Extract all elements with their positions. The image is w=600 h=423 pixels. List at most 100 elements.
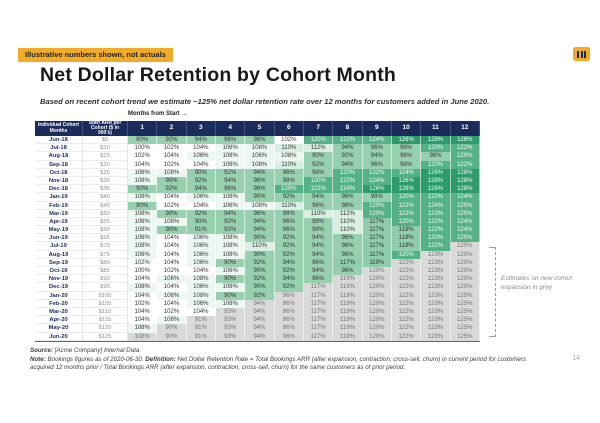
retention-cell: 117% [303, 324, 334, 333]
retention-cell: 125% [450, 242, 480, 251]
retention-cell: 106% [157, 291, 187, 300]
start-arr-value: $105 [83, 299, 128, 308]
retention-cell: 98% [303, 217, 334, 227]
retention-cell: 90% [157, 226, 187, 235]
cohort-label: Mar-19 [35, 209, 83, 218]
retention-cell: 94% [274, 258, 304, 267]
retention-cell: 90% [215, 291, 246, 300]
retention-cell: 110% [333, 226, 363, 235]
retention-cell: 120% [362, 267, 392, 276]
retention-cell: 122% [303, 185, 334, 194]
retention-cell: 90% [157, 176, 187, 186]
retention-cell: 96% [333, 193, 363, 202]
retention-cell: 92% [157, 185, 187, 194]
month-column-header: 10 [391, 121, 422, 136]
retention-cell: 117% [303, 332, 334, 341]
retention-cell: 96% [274, 299, 304, 308]
retention-cell: 128% [421, 136, 451, 145]
cohort-label: Apr-20 [35, 316, 83, 325]
dashed-bracket [489, 247, 496, 337]
retention-cell: 108% [128, 176, 158, 186]
retention-cell: 94% [362, 152, 392, 161]
retention-cell: 90% [215, 258, 246, 267]
cohort-label: Feb-20 [35, 299, 83, 308]
month-column-header: 1 [128, 121, 158, 136]
retention-cell: 104% [157, 193, 187, 202]
retention-cell: 117% [362, 234, 392, 243]
retention-cell: 112% [333, 209, 363, 218]
retention-cell: 120% [362, 307, 392, 317]
retention-cell: 102% [157, 144, 187, 153]
retention-cell: 108% [274, 152, 304, 161]
retention-cell: 94% [303, 267, 334, 276]
retention-cell: 96% [333, 242, 363, 251]
retention-cell: 94% [333, 160, 363, 169]
retention-cell: 125% [450, 209, 480, 218]
retention-cell: 108% [215, 193, 246, 202]
start-arr-value: $65 [83, 234, 128, 243]
retention-cell: 94% [186, 185, 216, 194]
retention-cell: 96% [215, 185, 246, 194]
page-title: Net Dollar Retention by Cohort Month [40, 64, 397, 86]
retention-cell: 120% [362, 299, 392, 308]
retention-cell: 94% [303, 250, 334, 259]
cohort-label: Aug-19 [35, 250, 83, 259]
retention-cell: 106% [186, 258, 216, 267]
cohort-label: Nov-19 [35, 275, 83, 284]
retention-cell: 96% [215, 136, 246, 145]
cohort-label: Oct-18 [35, 168, 83, 177]
retention-cell: 91% [186, 332, 216, 341]
subtitle: Based on recent cohort trend we estimate… [40, 97, 490, 106]
retention-cell: 108% [215, 242, 246, 251]
start-arr-value: $5 [83, 136, 128, 145]
retention-cell: 92% [215, 168, 246, 177]
retention-cell: 123% [421, 299, 451, 308]
retention-cell: 92% [274, 250, 304, 259]
column-header: Start ARR per Cohort ($ in 000's) [83, 120, 128, 136]
retention-cell: 94% [245, 299, 275, 308]
months-from-start-label: Months from Start → [128, 111, 188, 117]
retention-cell: 91% [186, 226, 216, 235]
retention-cell: 96% [274, 291, 304, 300]
estimates-annotation: Estimates on new cohort expansion in gre… [501, 275, 573, 291]
retention-cell: 96% [274, 226, 304, 235]
cohort-label: Dec-18 [35, 185, 83, 194]
retention-cell: 117% [333, 258, 363, 267]
cohort-label: Sep-18 [35, 160, 83, 169]
retention-cell: 120% [362, 283, 392, 292]
retention-cell: 110% [274, 160, 304, 169]
retention-cell: 126% [391, 176, 422, 186]
retention-cell: 122% [333, 136, 363, 145]
retention-cell: 93% [215, 332, 246, 341]
retention-cell: 91% [186, 324, 216, 333]
retention-cell: 98% [303, 226, 334, 235]
retention-cell: 106% [186, 299, 216, 308]
retention-cell: 92% [274, 193, 304, 202]
cohort-label: Dec-19 [35, 283, 83, 292]
cohort-label: Nov-18 [35, 176, 83, 186]
retention-cell: 128% [450, 176, 480, 186]
retention-cell: 120% [362, 201, 392, 210]
retention-cell: 108% [157, 168, 187, 177]
retention-cell: 91% [186, 316, 216, 325]
retention-cell: 92% [245, 258, 275, 267]
retention-cell: 96% [303, 201, 334, 210]
retention-cell: 104% [128, 307, 158, 317]
cohort-label: Mar-20 [35, 307, 83, 317]
retention-cell: 92% [186, 176, 216, 186]
retention-cell: 120% [421, 234, 451, 243]
retention-cell: 122% [450, 144, 480, 153]
retention-cell: 128% [450, 136, 480, 145]
retention-cell: 108% [128, 332, 158, 341]
start-arr-value: $95 [83, 283, 128, 292]
retention-cell: 92% [274, 234, 304, 243]
retention-cell: 125% [450, 258, 480, 267]
source-line: Source: [Acme Company] Internal Data. [30, 347, 142, 354]
retention-cell: 119% [391, 234, 422, 243]
retention-cell: 125% [450, 250, 480, 259]
retention-cell: 125% [450, 324, 480, 333]
retention-cell: 108% [215, 152, 246, 161]
retention-cell: 123% [421, 316, 451, 325]
retention-cell: 98% [274, 209, 304, 218]
retention-cell: 119% [333, 283, 363, 292]
